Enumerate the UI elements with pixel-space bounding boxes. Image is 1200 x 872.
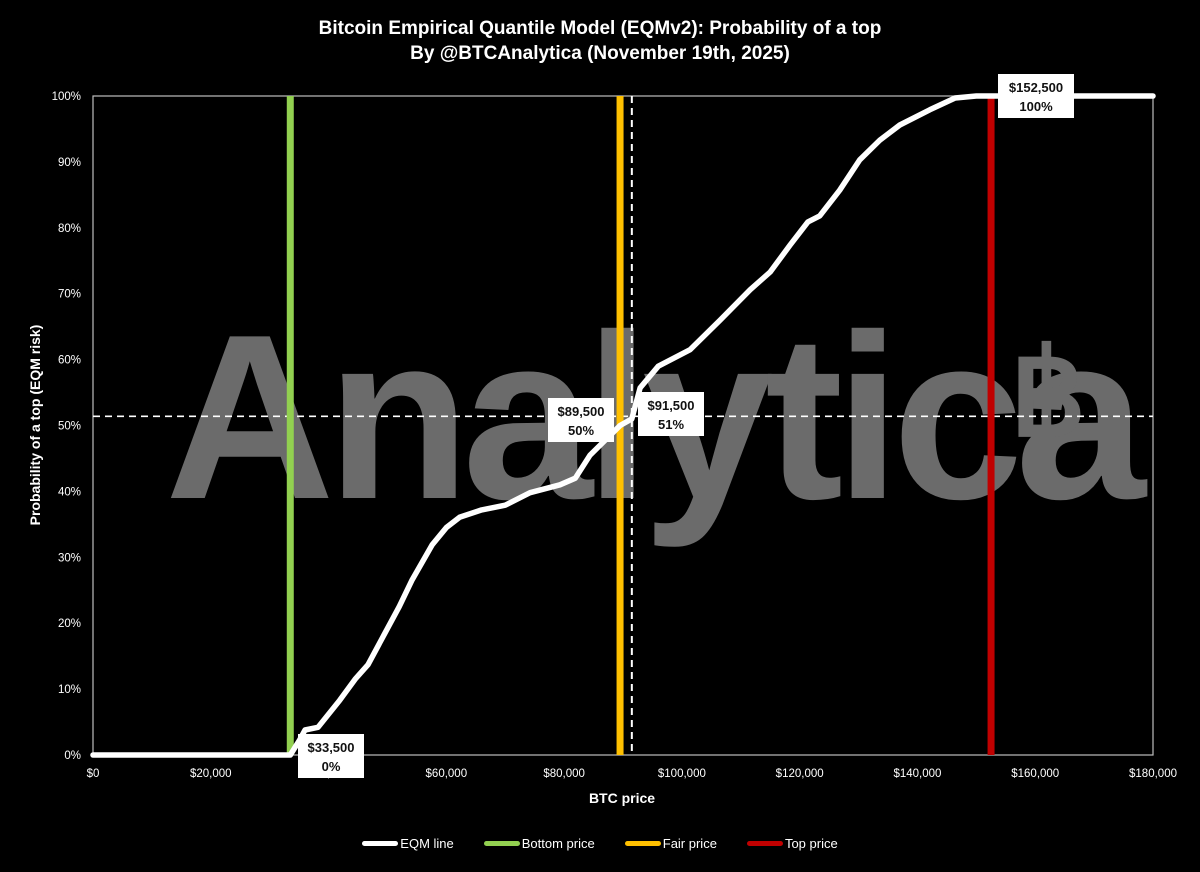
x-tick-label: $20,000 (190, 768, 232, 780)
data-label-price: $152,500 (1009, 80, 1063, 95)
watermark-bitcoin-icon: ฿ (1010, 327, 1086, 461)
y-tick-label: 70% (58, 289, 81, 301)
legend-swatch-eqm (362, 841, 399, 846)
data-label-price: $89,500 (558, 404, 605, 419)
data-label-percent: 0% (322, 759, 341, 774)
legend-item-top-price: Top price (746, 836, 838, 851)
y-tick-label: 0% (64, 750, 81, 762)
x-tick-label: $100,000 (658, 768, 706, 780)
x-axis-title: BTC price (588, 790, 656, 806)
chart-title: Bitcoin Empirical Quantile Model (EQMv2)… (0, 16, 1200, 66)
data-label-percent: 50% (568, 423, 594, 438)
x-tick-label: $180,000 (1129, 768, 1177, 780)
chart-subtitle: By @BTCAnalytica (November 19th, 2025) (410, 43, 790, 64)
data-label-box (638, 392, 704, 436)
data-label-box (548, 398, 614, 442)
legend-swatch-top (746, 841, 783, 846)
x-tick-label: $60,000 (426, 768, 468, 780)
legend-item-fair-price: Fair price (624, 836, 717, 851)
y-tick-label: 90% (58, 157, 81, 169)
data-label-box (998, 74, 1074, 118)
data-label-price: $91,500 (648, 398, 695, 413)
data-label-percent: 51% (658, 417, 684, 432)
y-tick-label: 60% (58, 355, 81, 367)
y-tick-label: 20% (58, 618, 81, 630)
legend-item-bottom-price: Bottom price (483, 836, 595, 851)
data-label-price: $33,500 (308, 740, 355, 755)
legend-swatch-fair (624, 841, 661, 846)
y-axis-title: Probability of a top (EQM risk) (27, 324, 43, 526)
legend-label: Bottom price (521, 836, 595, 851)
legend-label: Fair price (662, 836, 717, 851)
data-label-percent: 100% (1019, 99, 1053, 114)
legend-swatch-bottom (483, 841, 520, 846)
x-tick-label: $120,000 (776, 768, 824, 780)
x-tick-label: $0 (87, 768, 100, 780)
y-tick-label: 80% (58, 223, 81, 235)
y-tick-label: 10% (58, 684, 81, 696)
legend-label: Top price (784, 836, 838, 851)
y-tick-label: 40% (58, 486, 81, 498)
x-tick-label: $80,000 (543, 768, 585, 780)
legend-label: EQM line (400, 836, 454, 851)
data-label-box (298, 734, 364, 778)
legend: EQM line Bottom price Fair price Top pri… (0, 836, 1200, 851)
legend-item-eqm-line: EQM line (362, 836, 454, 851)
x-tick-label: $140,000 (893, 768, 941, 780)
eqm-line (90, 93, 1156, 758)
x-tick-label: $160,000 (1011, 768, 1059, 780)
y-tick-label: 30% (58, 552, 81, 564)
chart-title-line1: Bitcoin Empirical Quantile Model (EQMv2)… (318, 18, 882, 39)
y-tick-label: 100% (52, 91, 81, 103)
y-tick-label: 50% (58, 421, 81, 433)
